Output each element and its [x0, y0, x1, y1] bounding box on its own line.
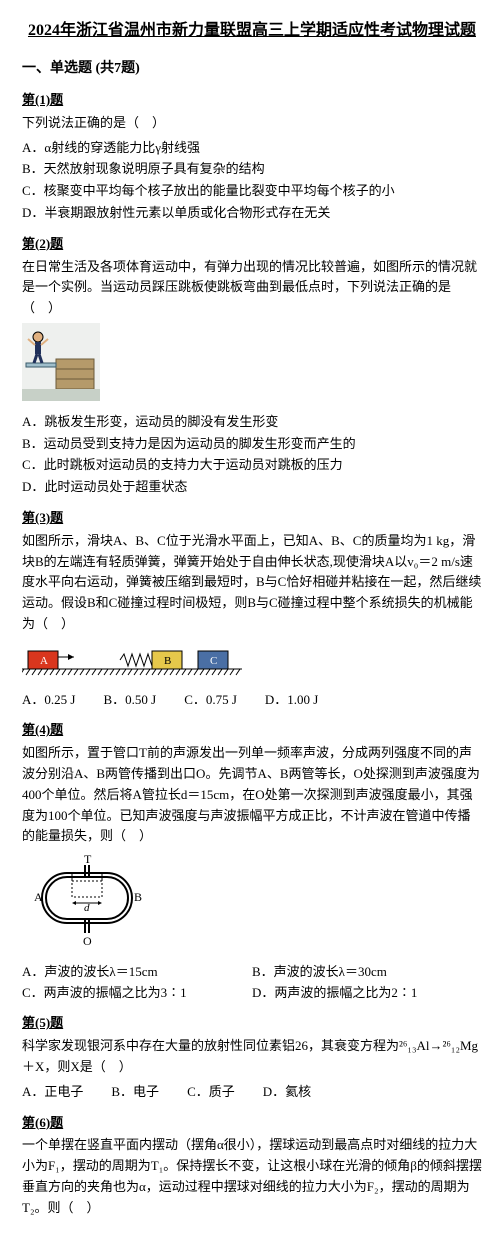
q1-options: A．α射线的穿透能力比γ射线强 B．天然放射现象说明原子具有复杂的结构 C．核聚…	[22, 138, 482, 224]
q2-opt-b: B．运动员受到支持力是因为运动员的脚发生形变而产生的	[22, 434, 482, 455]
q1-stem: 下列说法正确的是（ ）	[22, 113, 482, 134]
svg-text:d: d	[84, 902, 90, 914]
q3-opt-d: D．1.00 J	[265, 690, 318, 711]
q3-opt-c: C．0.75 J	[184, 690, 237, 711]
q3-opt-b: B．0.50 J	[103, 690, 156, 711]
q1-opt-c: C．核聚变中平均每个核子放出的能量比裂变中平均每个核子的小	[22, 181, 482, 202]
q1-opt-b: B．天然放射现象说明原子具有复杂的结构	[22, 159, 482, 180]
q3-opt-a: A．0.25 J	[22, 690, 75, 711]
q4-opt-d: D．两声波的振幅之比为2∶1	[252, 983, 482, 1004]
q5-head: 第(5)题	[22, 1013, 482, 1034]
svg-text:O: O	[83, 934, 92, 948]
q6-stem: 一个单摆在竖直平面内摆动（摆角α很小），摆球运动到最高点时对细线的拉力大小为F₁…	[22, 1135, 482, 1218]
q1-opt-a: A．α射线的穿透能力比γ射线强	[22, 138, 482, 159]
q5-opt-a: A．正电子	[22, 1082, 83, 1103]
q1-head: 第(1)题	[22, 90, 482, 111]
svg-text:B: B	[164, 655, 171, 667]
svg-text:T: T	[84, 852, 92, 866]
q2-stem: 在日常生活及各项体育运动中，有弹力出现的情况比较普遍，如图所示的情况就是一个实例…	[22, 257, 482, 319]
q2-figure	[22, 323, 482, 408]
q5-options: A．正电子 B．电子 C．质子 D．氦核	[22, 1082, 482, 1103]
q5-opt-b: B．电子	[111, 1082, 159, 1103]
q4-options: A．声波的波长λ＝15cm B．声波的波长λ＝30cm C．两声波的振幅之比为3…	[22, 962, 482, 1004]
q2-opt-d: D．此时运动员处于超重状态	[22, 477, 482, 498]
svg-text:C: C	[210, 655, 217, 667]
q4-stem: 如图所示，置于管口T前的声源发出一列单一频率声波，分成两列强度不同的声波分别沿A…	[22, 743, 482, 847]
section-heading: 一、单选题 (共7题)	[22, 58, 482, 80]
q1-opt-d: D．半衰期跟放射性元素以单质或化合物形式存在无关	[22, 203, 482, 224]
q5-opt-c: C．质子	[187, 1082, 235, 1103]
q2-options: A．跳板发生形变，运动员的脚没有发生形变 B．运动员受到支持力是因为运动员的脚发…	[22, 412, 482, 498]
q4-opt-a: A．声波的波长λ＝15cm	[22, 962, 252, 983]
svg-text:B: B	[134, 890, 142, 904]
q4-figure: T O d A B	[22, 851, 482, 958]
q2-head: 第(2)题	[22, 234, 482, 255]
q5-stem: 科学家发现银河系中存在大量的放射性同位素铝26，其衰变方程为²⁶₁₃Al→²⁶₁…	[22, 1036, 482, 1078]
q3-figure: A B C	[22, 639, 482, 686]
q3-stem: 如图所示，滑块A、B、C位于光滑水平面上，已知A、B、C的质量均为1 kg，滑块…	[22, 531, 482, 635]
q3-head: 第(3)题	[22, 508, 482, 529]
q2-opt-c: C．此时跳板对运动员的支持力大于运动员对跳板的压力	[22, 455, 482, 476]
q3-options: A．0.25 J B．0.50 J C．0.75 J D．1.00 J	[22, 690, 482, 711]
q6-head: 第(6)题	[22, 1113, 482, 1134]
page-title: 2024年浙江省温州市新力量联盟高三上学期适应性考试物理试题	[22, 18, 482, 44]
svg-text:A: A	[34, 890, 43, 904]
q5-opt-d: D．氦核	[263, 1082, 311, 1103]
q4-opt-b: B．声波的波长λ＝30cm	[252, 962, 482, 983]
q2-opt-a: A．跳板发生形变，运动员的脚没有发生形变	[22, 412, 482, 433]
q4-head: 第(4)题	[22, 720, 482, 741]
q4-opt-c: C．两声波的振幅之比为3∶1	[22, 983, 252, 1004]
svg-text:A: A	[40, 655, 48, 667]
